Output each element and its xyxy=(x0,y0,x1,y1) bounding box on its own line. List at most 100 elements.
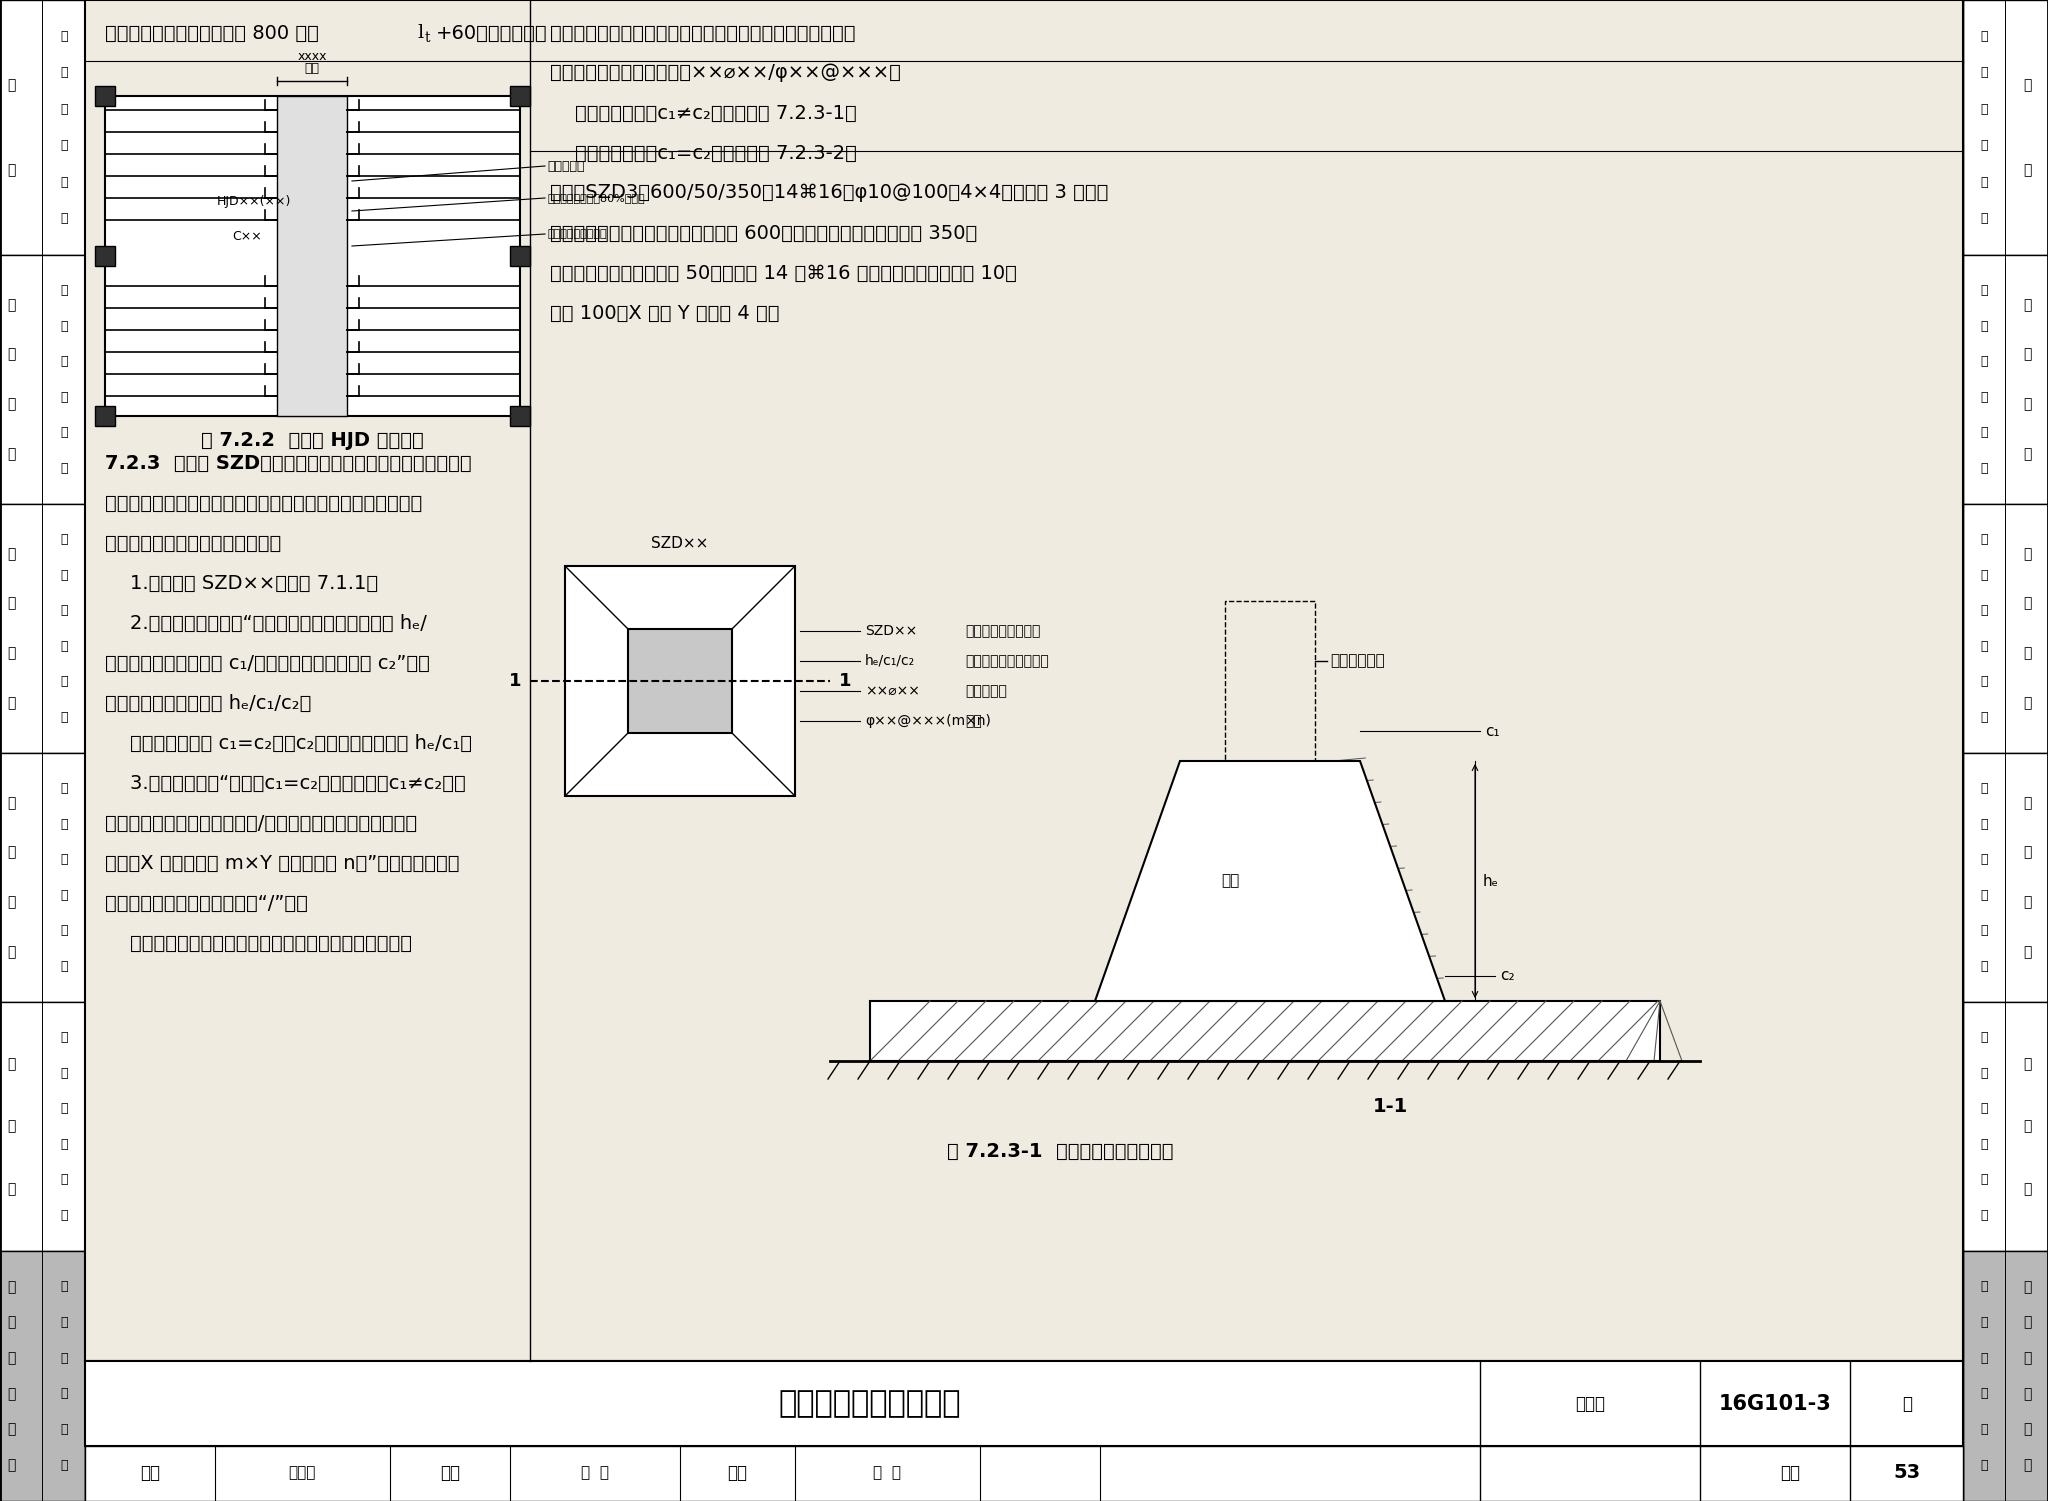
Text: 3.注写配筋。按“竖向（c₁=c₂）或斜竖向（c₁≠c₂）纵: 3.注写配筋。按“竖向（c₁=c₂）或斜竖向（c₁≠c₂）纵 xyxy=(104,773,465,793)
Text: 53: 53 xyxy=(1894,1463,1921,1483)
Text: 则: 则 xyxy=(1980,1459,1989,1472)
Text: 平: 平 xyxy=(59,533,68,546)
Text: 都銀泉: 都銀泉 xyxy=(289,1465,315,1480)
Bar xyxy=(629,629,731,732)
Text: 关: 关 xyxy=(2023,1387,2032,1400)
Bar xyxy=(510,246,530,266)
Text: HJD××(××): HJD××(××) xyxy=(217,195,291,207)
Text: 图: 图 xyxy=(1980,639,1989,653)
Text: 构: 构 xyxy=(2023,1423,2032,1436)
Text: 制: 制 xyxy=(1980,853,1989,866)
Bar xyxy=(0,0,86,255)
Text: 几何尺定（见右图示）: 几何尺定（见右图示） xyxy=(965,654,1049,668)
Text: ××⌀××: ××⌀×× xyxy=(864,684,920,698)
Bar xyxy=(1962,1250,2048,1501)
Text: 当为棱柱形柱墓 c₁=c₂时，c₂不注，表达形式为 hₑ/c₁。: 当为棱柱形柱墓 c₁=c₂时，c₂不注，表达形式为 hₑ/c₁。 xyxy=(104,734,471,752)
Text: 图: 图 xyxy=(1980,889,1989,902)
Text: 制: 制 xyxy=(1980,102,1989,116)
Text: 法: 法 xyxy=(1980,569,1989,582)
Text: 规: 规 xyxy=(59,176,68,189)
Text: 上柱墓直接引注的内容规定如下：: 上柱墓直接引注的内容规定如下： xyxy=(104,533,281,552)
Text: 础: 础 xyxy=(6,696,14,710)
Text: 页: 页 xyxy=(1903,1394,1913,1412)
Text: 础: 础 xyxy=(2023,1315,2032,1330)
Text: 校对: 校对 xyxy=(440,1463,461,1481)
Text: 法: 法 xyxy=(1980,66,1989,80)
Text: 则: 则 xyxy=(59,711,68,723)
Text: 棱台: 棱台 xyxy=(1221,874,1239,889)
Text: 图集号: 图集号 xyxy=(1575,1394,1606,1412)
Text: 形: 形 xyxy=(6,845,14,860)
Text: +60）的较大值。: +60）的较大值。 xyxy=(436,24,547,42)
Text: 规: 规 xyxy=(1980,675,1989,689)
Text: 法: 法 xyxy=(1980,1316,1989,1328)
Text: 则: 则 xyxy=(59,212,68,225)
Text: 平: 平 xyxy=(59,284,68,297)
Text: 制: 制 xyxy=(59,1102,68,1115)
Bar xyxy=(276,96,346,416)
Text: 形: 形 xyxy=(2023,845,2032,860)
Text: 斜竖向纵筋: 斜竖向纵筋 xyxy=(965,684,1008,698)
Text: 独: 独 xyxy=(6,297,14,312)
Text: 图: 图 xyxy=(59,639,68,653)
Text: φ××@×××(m×n): φ××@×××(m×n) xyxy=(864,714,991,728)
Text: 平: 平 xyxy=(1980,1280,1989,1294)
Text: 平: 平 xyxy=(1980,284,1989,297)
Text: 图: 图 xyxy=(59,1138,68,1151)
Text: 2.注写几何尺寸。按“柱墓向上凸出基础平板高度 hₑ/: 2.注写几何尺寸。按“柱墓向上凸出基础平板高度 hₑ/ xyxy=(104,614,426,632)
Text: 图 7.2.3-1  棱台形上柱墓引注图示: 图 7.2.3-1 棱台形上柱墓引注图示 xyxy=(946,1141,1174,1160)
Text: 7.2.3  上柱墓 SZD，系根据平板式筏形基础受剪或受冲切承: 7.2.3 上柱墓 SZD，系根据平板式筏形基础受剪或受冲切承 xyxy=(104,453,471,473)
Text: 桦: 桦 xyxy=(2023,1057,2032,1072)
Text: 状上柱墓；凸出基础平板顶面高度为 600，底部每边出柱边缘宽度为 350，: 状上柱墓；凸出基础平板顶面高度为 600，底部每边出柱边缘宽度为 350， xyxy=(551,224,977,243)
Text: 法: 法 xyxy=(59,320,68,333)
Text: 则: 则 xyxy=(59,961,68,973)
Text: 宽度: 宽度 xyxy=(305,63,319,75)
Text: 规: 规 xyxy=(1980,1174,1989,1186)
Text: c₂: c₂ xyxy=(1499,968,1516,983)
Text: 础: 础 xyxy=(6,447,14,461)
Text: 1: 1 xyxy=(840,672,852,690)
Text: 规: 规 xyxy=(59,426,68,440)
Text: 条: 条 xyxy=(2023,546,2032,561)
Text: 础: 础 xyxy=(6,946,14,959)
Text: 法: 法 xyxy=(59,569,68,582)
Text: 基: 基 xyxy=(2023,896,2032,910)
Bar xyxy=(565,566,795,796)
Text: 制: 制 xyxy=(1980,1351,1989,1364)
Text: 平: 平 xyxy=(1980,782,1989,796)
Text: 1: 1 xyxy=(508,672,522,690)
Text: 所注纵筋总根数环正方形柱截面均匀分布，环非正方形: 所注纵筋总根数环正方形柱截面均匀分布，环非正方形 xyxy=(104,934,412,953)
Text: 顶部每边出柱边缘宽度为 50；共配置 14 根⌘16 斜向纵筋；筐筋直径为 10，: 顶部每边出柱边缘宽度为 50；共配置 14 根⌘16 斜向纵筋；筐筋直径为 10… xyxy=(551,264,1018,282)
Text: 构: 构 xyxy=(6,1423,14,1436)
Text: 曹  爽: 曹 爽 xyxy=(872,1465,901,1480)
Text: C××: C×× xyxy=(231,230,262,243)
Bar xyxy=(1962,255,2048,504)
Text: 制: 制 xyxy=(59,605,68,617)
Text: 审定: 审定 xyxy=(1780,1463,1800,1481)
Text: 规: 规 xyxy=(1980,176,1989,189)
Text: 载力的需要，在板顶面以上混凝土柱的根部设置的混凝土墓。: 载力的需要，在板顶面以上混凝土柱的根部设置的混凝土墓。 xyxy=(104,494,422,512)
Text: 础: 础 xyxy=(2023,696,2032,710)
Bar xyxy=(1962,754,2048,1003)
Text: 规: 规 xyxy=(59,675,68,689)
Text: 基础平板上柱墓编号: 基础平板上柱墓编号 xyxy=(965,624,1040,638)
Bar xyxy=(104,96,520,416)
Text: 留筋方式（贯通或80%搞接）: 留筋方式（贯通或80%搞接） xyxy=(547,194,645,203)
Text: 图: 图 xyxy=(59,1387,68,1400)
Text: 分两行注写时，则可不用斜线“/”）。: 分两行注写时，则可不用斜线“/”）。 xyxy=(104,893,307,913)
Text: 后浇混凝土强度等级: 后浇混凝土强度等级 xyxy=(547,230,606,239)
Bar xyxy=(94,246,115,266)
Text: 规: 规 xyxy=(59,925,68,937)
Text: 则: 则 xyxy=(1980,1208,1989,1222)
Text: 基: 基 xyxy=(6,1280,14,1294)
Text: 规: 规 xyxy=(59,1423,68,1436)
Bar xyxy=(0,255,86,504)
Text: 1-1: 1-1 xyxy=(1372,1097,1407,1115)
Text: 棱台形上柱墓（c₁≠c₂）引注见图 7.2.3-1。: 棱台形上柱墓（c₁≠c₂）引注见图 7.2.3-1。 xyxy=(551,104,856,123)
Text: 矩形柱或圆柱: 矩形柱或圆柱 xyxy=(1329,653,1384,668)
Bar xyxy=(510,86,530,107)
Text: 法: 法 xyxy=(59,66,68,80)
Text: SZD××: SZD×× xyxy=(651,536,709,551)
Text: 平: 平 xyxy=(1980,533,1989,546)
Text: 基础相关构造制图规则: 基础相关构造制图规则 xyxy=(778,1390,961,1418)
